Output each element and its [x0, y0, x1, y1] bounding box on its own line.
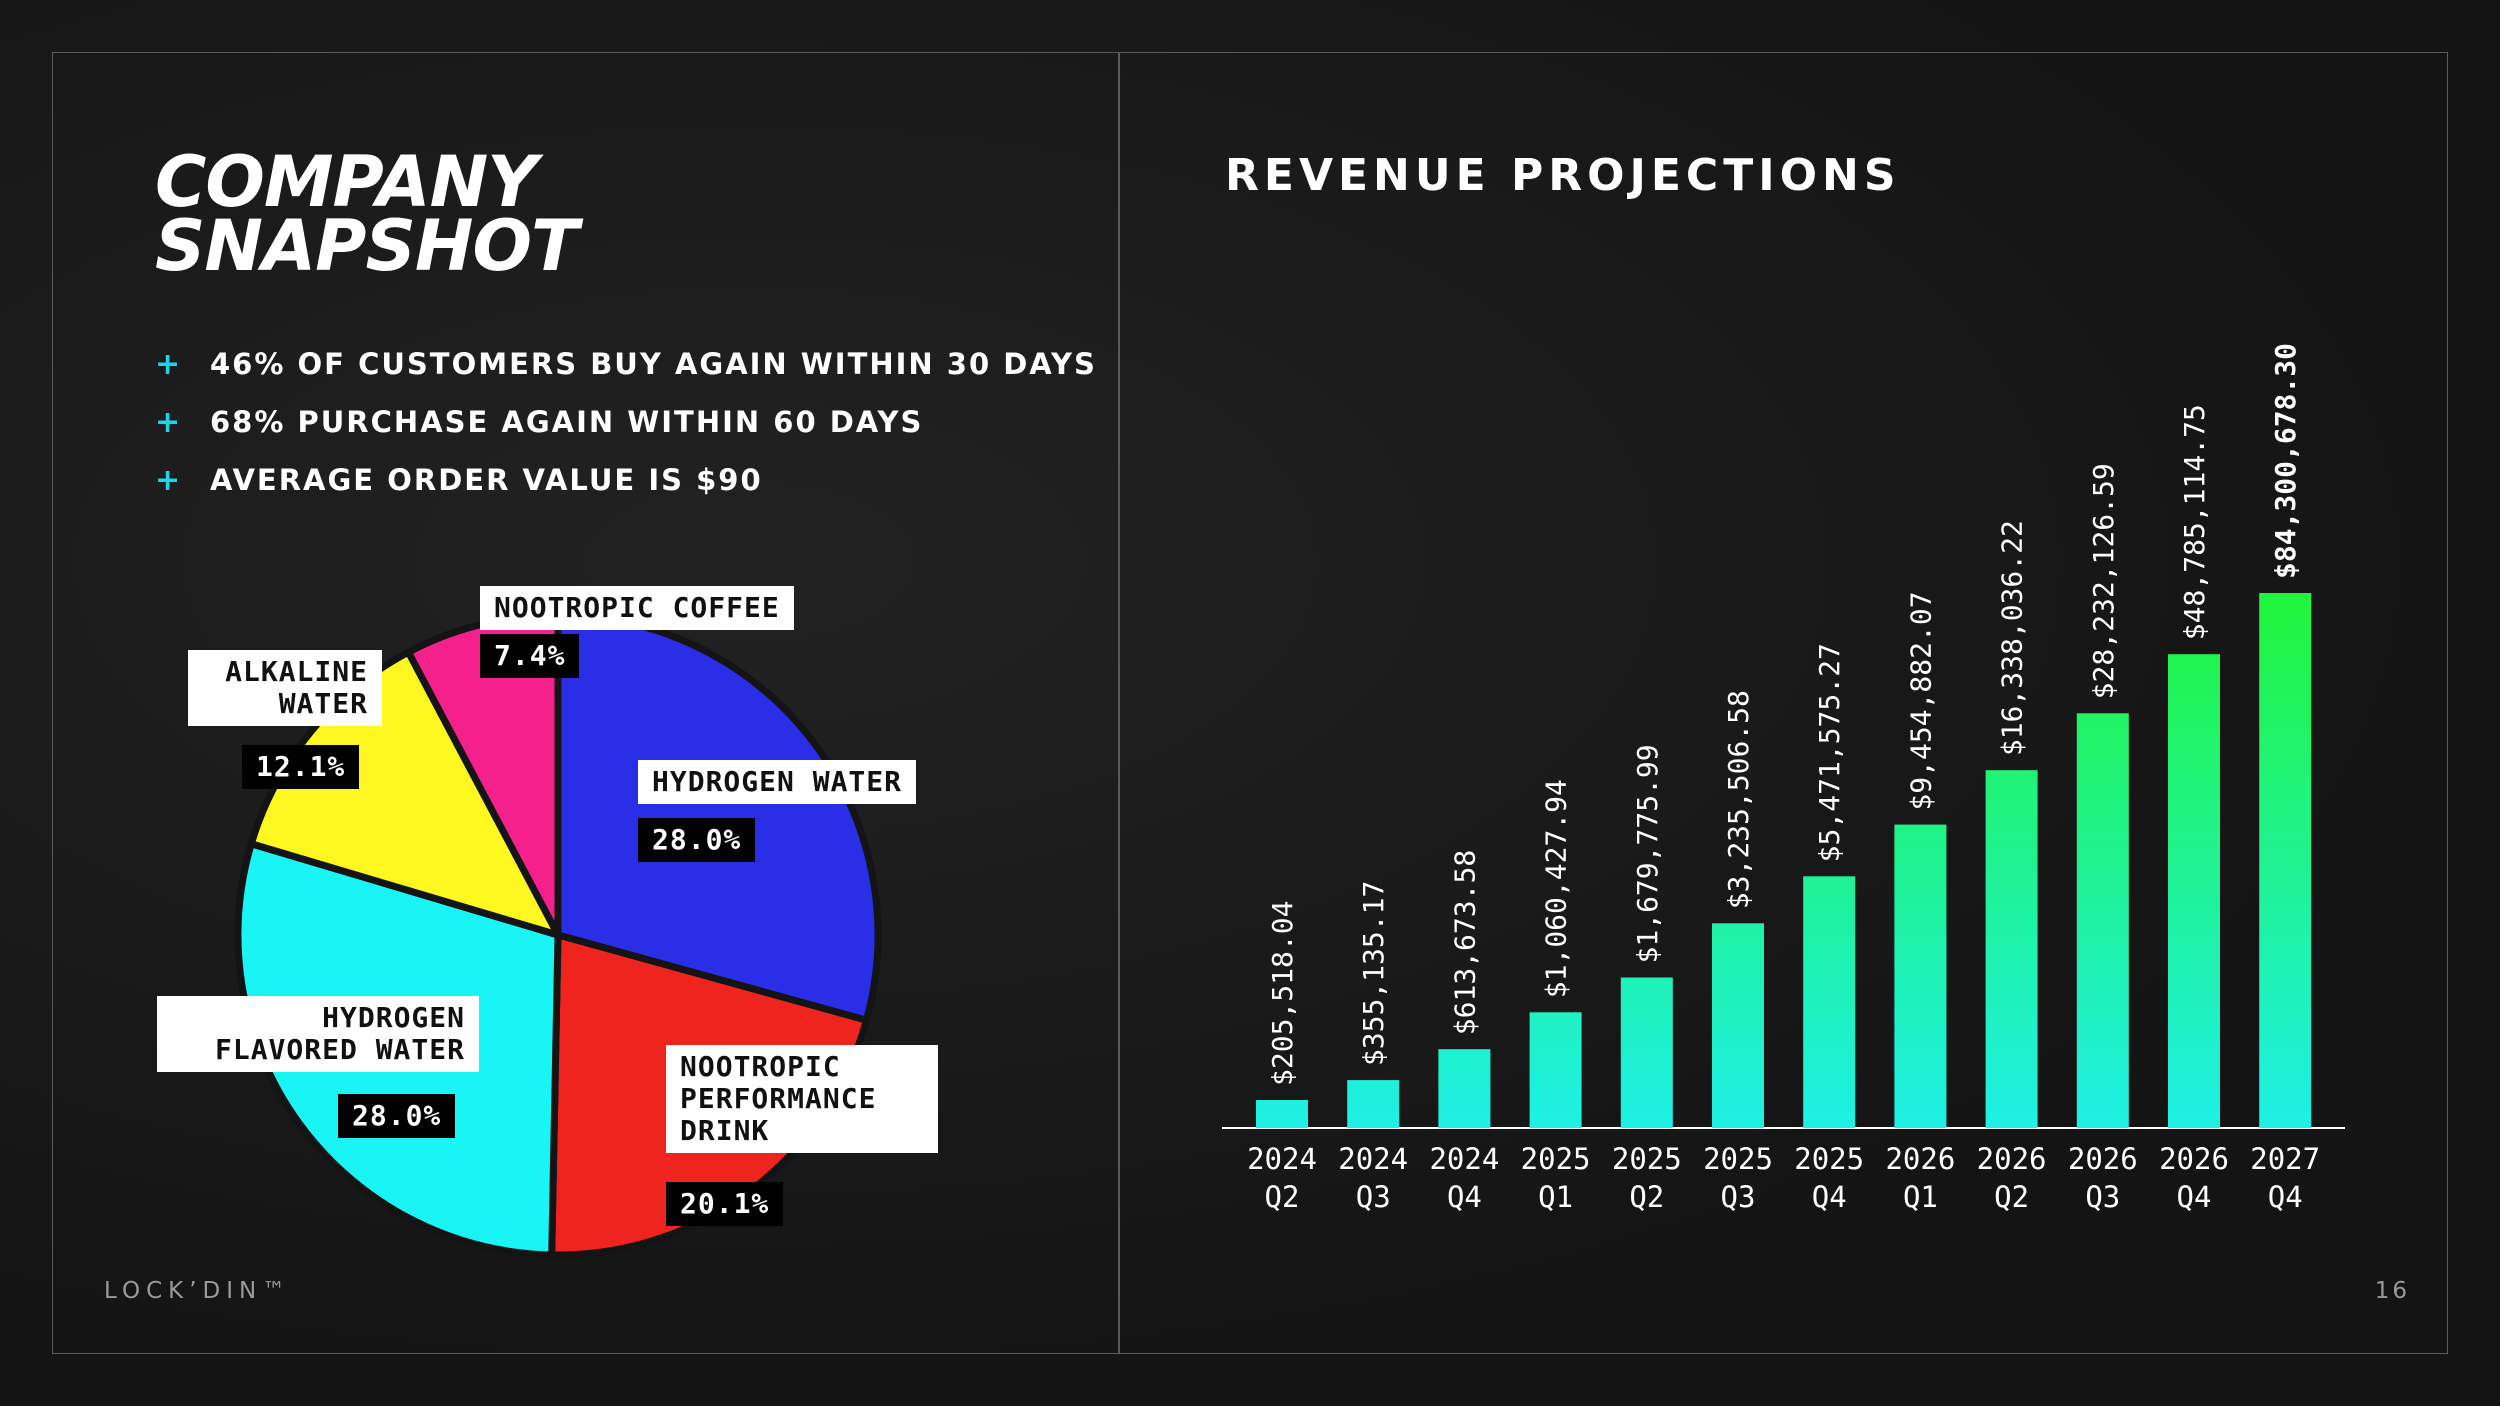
pie-value-hydrogen-water: 28.0% [638, 818, 756, 862]
bar-value-label: $1,060,427.94 [1540, 779, 1573, 998]
right-panel [1118, 52, 2448, 1354]
left-panel [52, 52, 1120, 1354]
x-tick-quarter: Q4 [1447, 1180, 1482, 1214]
title-line-1: COMPANY [155, 141, 538, 223]
bar-2026-q2 [1985, 770, 2038, 1128]
bar-value-label: $9,454,882.07 [1904, 591, 1937, 810]
title-line-2: SNAPSHOT [155, 205, 579, 287]
bar-value-label: $16,338,036.22 [1996, 520, 2029, 756]
bullet-item: +68% PURCHASE AGAIN WITHIN 60 DAYS [155, 393, 1097, 451]
bar-2026-q3 [2076, 713, 2129, 1128]
brand-logo: LOCK’DIN™ [104, 1278, 292, 1304]
x-tick-quarter: Q2 [1629, 1180, 1664, 1214]
bar-value-label: $1,679,775.99 [1631, 744, 1664, 963]
plus-icon: + [155, 346, 183, 382]
bar-value-label: $3,235,506.58 [1722, 690, 1755, 909]
x-tick-year: 2026 [1885, 1142, 1955, 1176]
pie-name-nootropic-coffee: NOOTROPIC COFFEE [480, 586, 794, 630]
x-tick-year: 2026 [2159, 1142, 2229, 1176]
x-tick-quarter: Q2 [1265, 1180, 1300, 1214]
bullet-text: 46% OF CUSTOMERS BUY AGAIN WITHIN 30 DAY… [210, 347, 1097, 381]
x-tick-quarter: Q3 [1356, 1180, 1391, 1214]
bar-2025-q1 [1529, 1012, 1582, 1128]
plus-icon: + [155, 404, 183, 440]
bar-value-label: $48,785,114.75 [2178, 404, 2211, 640]
bullet-text: 68% PURCHASE AGAIN WITHIN 60 DAYS [210, 405, 924, 439]
pie-value-nootropic-drink: 20.1% [666, 1182, 784, 1226]
x-tick-year: 2025 [1521, 1142, 1591, 1176]
bullet-item: +46% OF CUSTOMERS BUY AGAIN WITHIN 30 DA… [155, 335, 1097, 393]
bar-value-label: $28,232,126.59 [2087, 463, 2120, 699]
bar-value-label: $84,300,678.30 [2269, 343, 2302, 579]
page-title: COMPANY SNAPSHOT [155, 141, 579, 287]
x-tick-quarter: Q4 [2177, 1180, 2212, 1214]
bar-value-label: $205,518.04 [1266, 901, 1299, 1086]
page-number: 16 [2374, 1278, 2410, 1304]
x-tick-year: 2026 [2068, 1142, 2138, 1176]
pie-name-alkaline-water: ALKALINE WATER [188, 650, 382, 726]
bar-2025-q4 [1803, 876, 1856, 1128]
bullet-item: + AVERAGE ORDER VALUE IS $90 [155, 451, 1097, 509]
pie-value-hydrogen-flavored-water: 28.0% [338, 1094, 456, 1138]
x-tick-year: 2025 [1612, 1142, 1682, 1176]
x-tick-quarter: Q4 [2268, 1180, 2303, 1214]
bullet-list: +46% OF CUSTOMERS BUY AGAIN WITHIN 30 DA… [155, 335, 1097, 509]
pie-name-hydrogen-water: HYDROGEN WATER [638, 760, 917, 804]
bar-2027-q4 [2259, 593, 2312, 1128]
bar-2024-q2 [1256, 1100, 1308, 1128]
bar-2026-q4 [2168, 654, 2220, 1128]
pie-value-nootropic-coffee: 7.4% [480, 634, 580, 678]
pie-value-alkaline-water: 12.1% [242, 745, 360, 789]
pie-name-hydrogen-flavored-water: HYDROGEN FLAVORED WATER [157, 996, 479, 1072]
bar-2025-q2 [1620, 977, 1673, 1128]
bar-value-label: $5,471,575.27 [1813, 643, 1846, 862]
bar-2024-q3 [1347, 1080, 1400, 1128]
x-tick-quarter: Q3 [1721, 1180, 1756, 1214]
x-tick-quarter: Q4 [1812, 1180, 1847, 1214]
x-tick-year: 2026 [1977, 1142, 2047, 1176]
x-tick-quarter: Q1 [1538, 1180, 1573, 1214]
x-tick-quarter: Q2 [1994, 1180, 2029, 1214]
x-tick-quarter: Q1 [1903, 1180, 1938, 1214]
bar-2025-q3 [1712, 923, 1764, 1128]
bar-value-label: $355,135.17 [1357, 881, 1390, 1066]
x-tick-year: 2025 [1794, 1142, 1864, 1176]
pie-name-nootropic-drink: NOOTROPIC PERFORMANCE DRINK [666, 1045, 938, 1153]
x-tick-year: 2024 [1338, 1142, 1408, 1176]
plus-icon: + [155, 462, 183, 498]
x-tick-year: 2024 [1247, 1142, 1317, 1176]
bar-2024-q4 [1438, 1049, 1491, 1128]
bar-2026-q1 [1894, 824, 1947, 1128]
x-tick-year: 2027 [2250, 1142, 2320, 1176]
x-tick-year: 2024 [1429, 1142, 1499, 1176]
bar-chart-title: REVENUE PROJECTIONS [1225, 150, 1901, 201]
bar-value-label: $613,673.58 [1448, 850, 1481, 1035]
x-tick-quarter: Q3 [2085, 1180, 2120, 1214]
bullet-text: AVERAGE ORDER VALUE IS $90 [210, 463, 763, 497]
x-tick-year: 2025 [1703, 1142, 1773, 1176]
